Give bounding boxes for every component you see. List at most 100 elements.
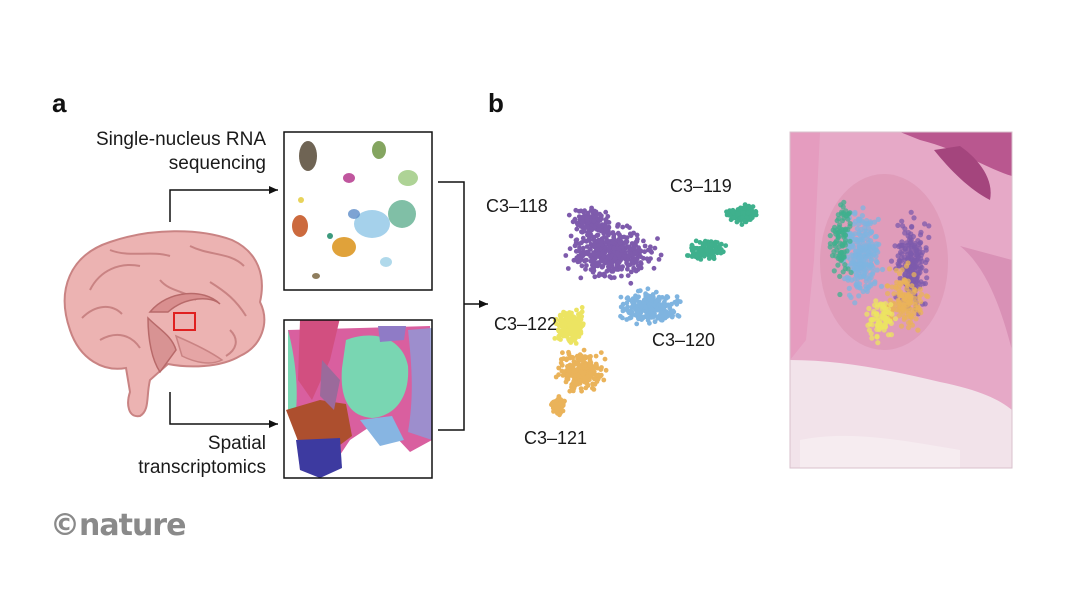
umap-point (593, 353, 599, 359)
umap-point (656, 257, 662, 262)
tissue-spot (857, 232, 863, 238)
umap-point (605, 255, 611, 261)
umap-point (655, 236, 660, 242)
umap-point (619, 234, 625, 240)
umap-point (610, 269, 616, 274)
tissue-spot (901, 296, 908, 302)
umap-point (577, 311, 583, 317)
tissue-spot (869, 243, 875, 249)
umap-point (712, 243, 718, 249)
snrna-label: Single-nucleus RNA sequencing (56, 128, 266, 176)
umap-point (648, 244, 653, 250)
tissue-spot (831, 268, 837, 274)
tissue-spot (868, 283, 874, 289)
tissue-spot (852, 300, 858, 306)
umap-point (625, 273, 631, 278)
umap-point (602, 273, 608, 279)
umap-point (585, 210, 591, 216)
tissue-spot (860, 270, 866, 276)
umap-point (619, 273, 624, 279)
umap-point (644, 313, 650, 318)
umap-point (612, 256, 618, 261)
umap-point (562, 398, 567, 404)
umap-point (626, 262, 632, 268)
tissue-spot (908, 209, 914, 215)
brain-illustration (63, 230, 266, 418)
umap-point (573, 207, 579, 213)
tissue-spot (840, 254, 847, 260)
umap-point (591, 218, 597, 224)
tissue-spot (909, 278, 916, 284)
umap-point (599, 240, 604, 245)
tissue-spot (900, 223, 906, 229)
tissue-spot (891, 291, 897, 297)
umap-point (625, 266, 630, 272)
tissue-spot (918, 310, 924, 316)
umap-point (620, 224, 626, 230)
tissue-spot (840, 269, 846, 275)
branch-arrows (169, 186, 278, 428)
umap-point (742, 205, 748, 211)
tissue-spot (873, 298, 879, 304)
umap-point (578, 317, 584, 322)
umap-point (614, 267, 619, 272)
tissue-spot (885, 290, 891, 297)
umap-point (647, 320, 652, 326)
umap-point (642, 243, 648, 249)
tissue-spot (844, 213, 850, 219)
tissue-spot (912, 257, 918, 263)
umap-point (750, 204, 756, 210)
tissue-spot (859, 250, 865, 256)
umap-point (604, 268, 610, 274)
tissue-spot (857, 259, 863, 265)
umap-point (584, 263, 589, 268)
tissue-spot (911, 289, 917, 296)
umap-point (638, 248, 643, 254)
umap-point (559, 317, 565, 323)
tissue-spot (868, 275, 874, 281)
tissue-spot (844, 248, 850, 254)
umap-point (637, 288, 643, 294)
umap-point (731, 215, 737, 221)
tissue-spot (874, 259, 880, 266)
umap-point (625, 295, 631, 301)
tissue-spot (899, 305, 906, 311)
umap-point (560, 403, 566, 408)
tissue-spot (854, 239, 860, 245)
tissue-spot (860, 220, 866, 226)
tissue-spot (872, 281, 878, 287)
tissue-spot (871, 219, 878, 225)
tissue-spot (854, 265, 860, 271)
tissue-spot (879, 266, 886, 273)
umap-point (566, 212, 572, 218)
umap-point (577, 248, 582, 254)
umap-point (660, 305, 666, 311)
umap-point (609, 275, 614, 281)
tissue-spot (842, 276, 848, 282)
umap-point (590, 366, 595, 372)
tissue-spot (866, 305, 872, 312)
umap-point (573, 341, 579, 346)
umap-point (581, 209, 586, 215)
umap-point (629, 310, 635, 315)
tissue-spot (839, 218, 846, 224)
tissue-spot (908, 251, 914, 257)
tissue-spot (842, 227, 849, 233)
tissue-spot (916, 294, 922, 301)
umap-point (670, 308, 676, 314)
umap-point (639, 317, 644, 322)
tissue-spot (865, 225, 872, 231)
umap-point (646, 258, 652, 264)
tissue-spot (915, 305, 921, 311)
tissue-spot (878, 283, 885, 289)
tissue-spot (882, 315, 889, 321)
tissue-spot (863, 245, 869, 251)
tissue-spot (890, 306, 896, 312)
umap-point (576, 214, 582, 220)
tissue-spot (886, 266, 893, 272)
umap-point (615, 224, 620, 229)
tissue-spot (874, 312, 880, 318)
umap-point (634, 232, 640, 238)
umap-point (641, 238, 646, 244)
tissue-spot (875, 216, 881, 222)
